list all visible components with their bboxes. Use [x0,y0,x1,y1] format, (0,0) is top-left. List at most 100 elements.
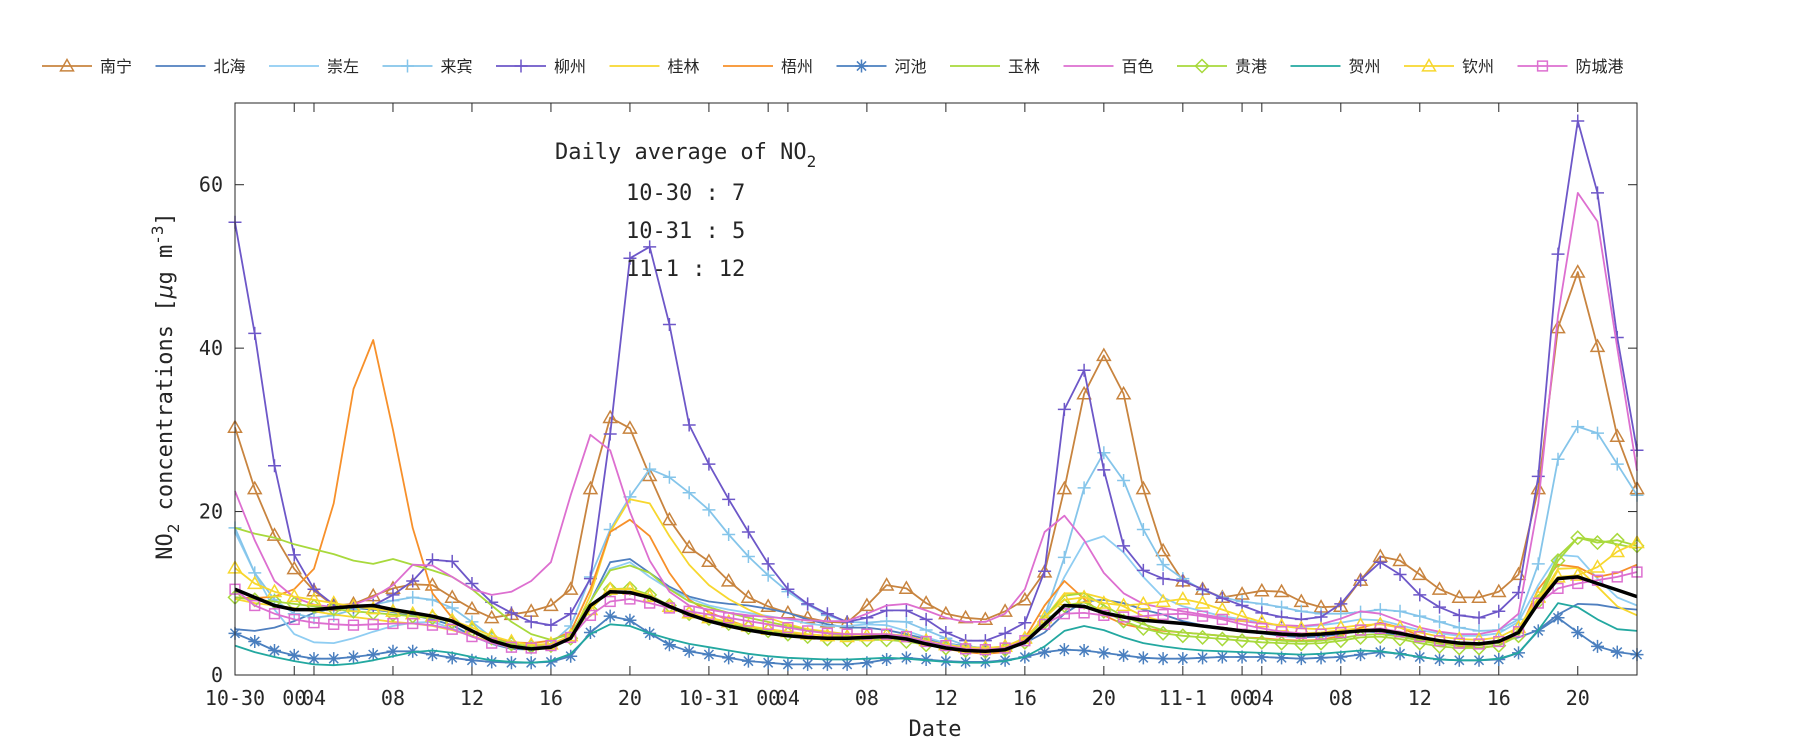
legend-item: 防城港 [1517,57,1624,76]
data-point-marker [1433,615,1447,629]
data-point-marker [1096,595,1112,609]
annotation-line-2: 10-31 : 5 [626,219,745,244]
data-point-marker [918,595,934,609]
data-point-marker [702,648,716,662]
data-point-marker [1589,535,1606,551]
data-point-marker [425,648,439,662]
data-point-marker [602,581,618,595]
data-point-marker [465,653,479,667]
data-point-marker [1472,611,1486,625]
data-point-marker [1076,385,1092,400]
data-point-marker [1115,385,1132,400]
data-point-marker [1235,650,1249,664]
data-point-marker [1097,646,1111,660]
data-point-marker [682,644,696,658]
data-point-marker [740,589,757,603]
series-贺州 [234,602,1638,667]
data-point-marker [286,560,303,575]
data-point-marker [1413,609,1427,623]
x-tick-label: 20 [1092,686,1116,710]
legend-label: 贵港 [1235,57,1267,76]
data-point-marker [1433,600,1447,614]
legend-item: 崇左 [269,57,359,76]
data-point-marker [1354,573,1368,587]
data-point-marker [781,582,795,596]
y-tick-labels: 0 20 40 60 [199,173,223,687]
data-point-marker [1413,588,1427,602]
annotation-title-sub: 2 [807,152,817,171]
data-point-marker [741,525,755,539]
data-point-marker [878,577,895,591]
data-point-marker [702,503,716,517]
data-point-marker [286,588,303,603]
data-point-marker [1214,631,1230,647]
y-tick-label: 0 [211,663,223,687]
data-point-marker [1471,589,1487,603]
data-point-marker [1017,591,1033,606]
data-point-marker [1135,595,1152,610]
data-point-marker [1431,581,1448,595]
data-point-marker [1334,650,1348,664]
data-point-marker [328,618,340,630]
data-point-marker [1234,633,1250,649]
data-point-marker [722,492,736,506]
data-point-marker [407,617,419,630]
data-point-marker [426,619,439,631]
data-point-marker [1609,428,1626,443]
data-point-marker [1196,651,1210,665]
y-label-end: ] [153,212,178,225]
data-point-marker [1589,338,1606,353]
data-point-marker [1058,608,1070,620]
data-point-marker [1421,57,1437,72]
legend-item: 桂林 [609,57,700,76]
data-point-marker [445,651,459,665]
data-point-marker [1374,622,1386,635]
data-point-marker [1536,60,1549,72]
data-point-marker [855,59,868,73]
data-point-marker [1215,650,1229,664]
data-point-marker [604,595,616,608]
data-point-marker [761,656,775,670]
x-tick-label: 04 [1250,686,1274,710]
data-point-marker [1392,552,1408,567]
data-point-marker [1155,593,1171,608]
data-point-marker [643,240,657,254]
series-百色 [234,191,1638,635]
data-point-marker [622,580,638,596]
data-point-marker [860,656,874,670]
data-point-marker [306,591,322,606]
data-point-marker [288,613,300,626]
data-point-marker [347,619,360,631]
data-point-marker [1275,626,1288,638]
legend-label: 玉林 [1008,57,1040,76]
data-point-marker [602,409,618,424]
data-point-marker [1393,567,1407,581]
data-point-marker [881,628,893,640]
data-point-marker [1551,611,1565,625]
data-point-marker [720,573,737,587]
data-point-marker [899,603,913,617]
plot-frame [234,102,1638,676]
data-point-marker [761,557,775,571]
data-point-marker [1411,566,1428,581]
legend-label: 崇左 [327,57,359,76]
data-point-marker [1136,523,1150,537]
data-point-marker [1273,583,1290,598]
data-point-marker [820,657,834,671]
data-point-marker [1077,481,1091,495]
data-point-marker [406,590,420,604]
y-label-unit: g m [153,245,178,285]
data-point-marker [386,644,400,658]
y-tick-label: 40 [199,336,223,360]
data-point-marker [367,618,379,630]
data-point-marker [1077,363,1091,377]
data-point-marker [266,527,283,541]
data-point-marker [1531,557,1545,571]
data-point-marker [682,486,696,500]
data-point-marker [1254,613,1270,628]
data-point-marker [1234,608,1250,622]
x-tick-label: 20 [1566,686,1590,710]
data-point-marker [1076,589,1092,603]
data-point-marker [1571,114,1585,128]
data-point-marker [1333,633,1349,649]
